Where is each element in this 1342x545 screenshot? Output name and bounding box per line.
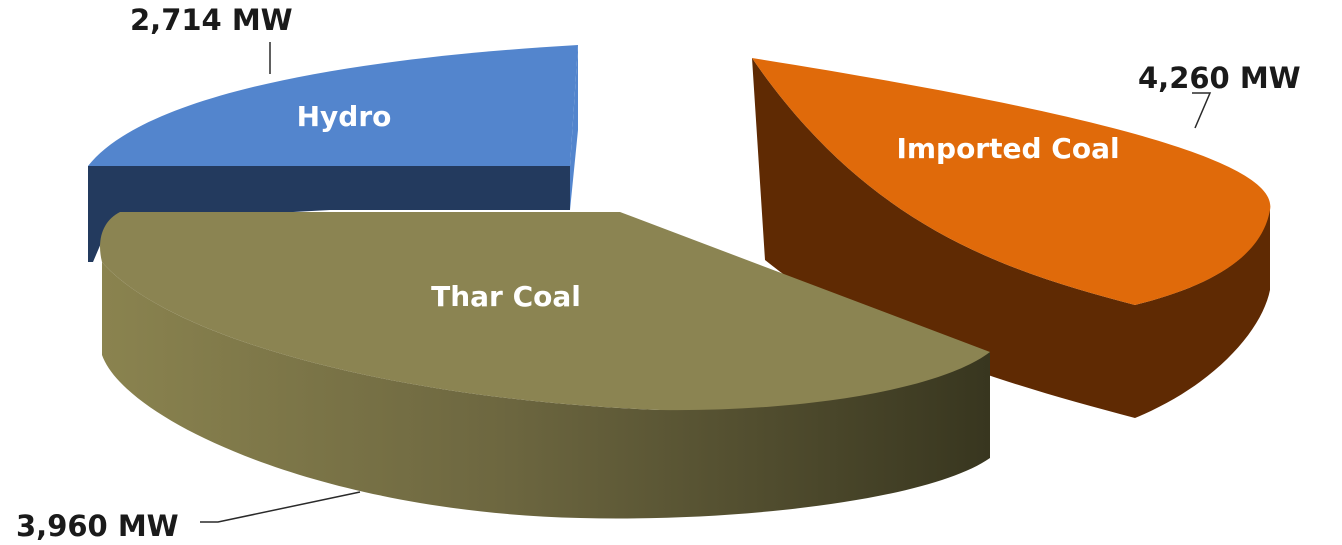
pie-slice-hydro xyxy=(88,45,578,262)
category-label-imported-coal: Imported Coal xyxy=(896,132,1119,165)
imported-coal-slice-top xyxy=(752,58,1271,305)
value-label-thar-coal: 3,960 MW xyxy=(16,509,179,543)
value-label-imported-coal: 4,260 MW xyxy=(1138,61,1301,95)
thar-coal-slice-side xyxy=(102,262,990,519)
hydro-slice-cut xyxy=(570,45,578,210)
value-label-hydro: 2,714 MW xyxy=(130,3,293,37)
thar-coal-slice-top xyxy=(100,212,990,411)
leader-line-imported-coal xyxy=(1192,92,1212,129)
leader-line-thar-coal xyxy=(200,491,361,523)
category-label-thar-coal: Thar Coal xyxy=(431,280,581,313)
hydro-slice-top xyxy=(88,45,578,166)
pie-slice-thar-coal xyxy=(100,212,990,519)
hydro-slice-side xyxy=(88,166,570,262)
category-label-hydro: Hydro xyxy=(297,100,392,133)
